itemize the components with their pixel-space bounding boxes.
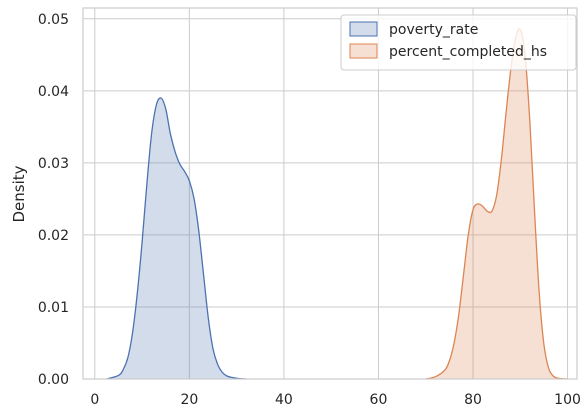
y-tick-label: 0.05 [38, 12, 69, 28]
x-tick-label: 40 [275, 392, 293, 408]
y-tick-label: 0.03 [38, 156, 69, 172]
y-tick-label: 0.01 [38, 300, 69, 316]
legend-swatch-0 [349, 21, 378, 37]
y-axis-label: Density [10, 165, 28, 222]
x-tick-label: 100 [554, 392, 581, 408]
x-tick-label: 60 [370, 392, 388, 408]
y-axis: 0.00 0.01 0.02 0.03 0.04 0.05 [38, 12, 69, 388]
legend-swatch-1 [349, 43, 378, 59]
density-areas [106, 28, 568, 380]
x-tick-label: 80 [464, 392, 482, 408]
density-line-0 [106, 97, 247, 380]
legend-label-1: percent_completed_hs [389, 44, 547, 60]
y-tick-label: 0.02 [38, 228, 69, 244]
legend-box [340, 14, 577, 71]
density-area-0 [106, 97, 247, 379]
y-tick-label: 0.00 [38, 372, 69, 388]
x-tick-label: 0 [90, 392, 99, 408]
density-line-1 [425, 28, 568, 380]
density-area-1 [425, 28, 568, 380]
x-tick-label: 20 [180, 392, 198, 408]
legend-label-0: poverty_rate [389, 22, 478, 38]
x-axis: 0 20 40 60 80 100 [90, 392, 581, 408]
y-tick-label: 0.04 [38, 84, 69, 100]
legend: poverty_rate percent_completed_hs [340, 14, 577, 71]
plot-frame [82, 7, 578, 380]
